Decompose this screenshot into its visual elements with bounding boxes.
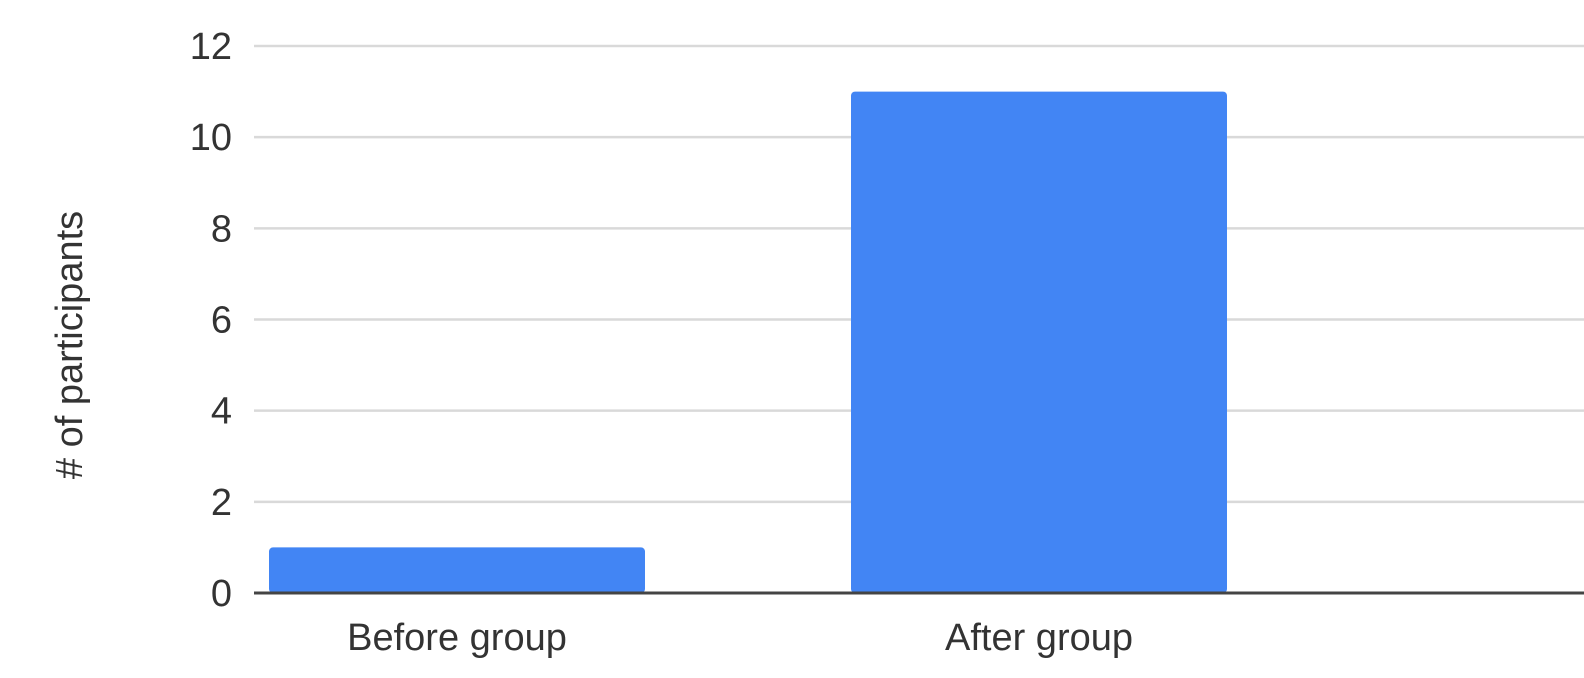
y-tick-label: 0 <box>211 573 232 615</box>
bars <box>269 92 1227 593</box>
y-tick-label: 12 <box>190 26 232 68</box>
x-axis-tick-labels: Before group After group <box>347 617 1133 659</box>
x-tick-label: Before group <box>347 617 567 659</box>
y-tick-label: 8 <box>211 208 232 250</box>
y-axis-tick-labels: 0 2 4 6 8 10 12 <box>190 26 232 615</box>
y-tick-label: 10 <box>190 117 232 159</box>
bar-before-group <box>269 547 645 593</box>
x-tick-label: After group <box>945 617 1133 659</box>
y-tick-label: 4 <box>211 391 232 433</box>
y-tick-label: 2 <box>211 482 232 524</box>
y-axis-title: # of participants <box>49 211 91 479</box>
y-tick-label: 6 <box>211 300 232 342</box>
bar-after-group <box>851 92 1227 593</box>
